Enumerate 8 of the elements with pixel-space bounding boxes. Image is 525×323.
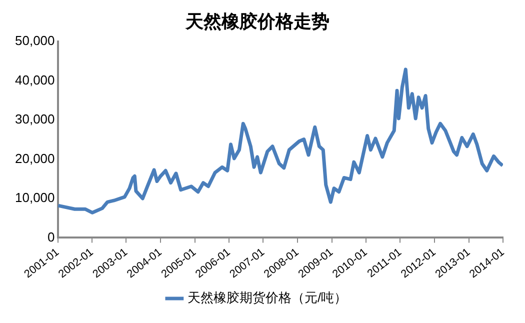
y-tick-label: 50,000 bbox=[14, 33, 55, 48]
y-tick-label: 20,000 bbox=[14, 150, 55, 166]
legend-label: 天然橡胶期货价格（元/吨） bbox=[187, 290, 348, 306]
y-tick-label: 40,000 bbox=[14, 72, 55, 88]
y-tick-label: 0 bbox=[48, 229, 55, 244]
y-tick-label: 10,000 bbox=[14, 190, 55, 206]
y-tick-label: 30,000 bbox=[14, 112, 55, 127]
chart-title: 天然橡胶价格走势 bbox=[184, 11, 330, 32]
